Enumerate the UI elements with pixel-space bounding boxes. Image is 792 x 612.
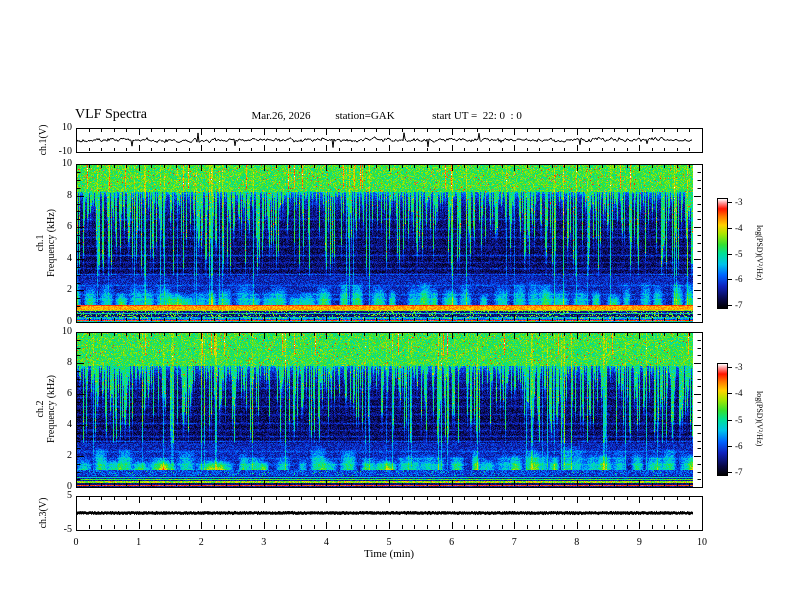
colorbar-tick-label: -4 [735, 222, 743, 233]
ch1-frequency-tick-label: 0 [67, 316, 72, 327]
colorbar-tick-label: -5 [735, 248, 743, 259]
x-tick-label: 9 [636, 537, 642, 548]
ch2-frequency-tick-label: 8 [67, 357, 72, 368]
colorbar-ch2-label: log(PSD)(V²/Hz) [755, 391, 764, 447]
colorbar-ch2 [717, 363, 728, 476]
ch2-frequency-tick-label: 0 [67, 481, 72, 492]
x-tick-label: 5 [386, 537, 392, 548]
x-tick-label: 2 [198, 537, 204, 548]
ch1-voltage-tick-label: -10 [58, 146, 72, 157]
colorbar-tick-label: -7 [735, 300, 743, 310]
colorbar-tick-label: -4 [735, 388, 743, 399]
ch2-frequency-tick-label: 4 [67, 419, 72, 430]
ch2-spectrogram-canvas [76, 332, 693, 487]
x-tick-label: 3 [261, 537, 267, 548]
x-tick-label: 8 [574, 537, 580, 548]
ch1-frequency-tick-label: 2 [67, 284, 72, 296]
x-tick-label: 4 [323, 537, 329, 548]
colorbar-ch1 [717, 198, 728, 309]
ch3-waveform-canvas [76, 496, 693, 530]
ch1-waveform-canvas [76, 128, 693, 152]
ch1-frequency-tick-label: 4 [67, 252, 72, 264]
colorbar-tick-label: -3 [735, 197, 743, 207]
x-tick-label: 6 [449, 537, 455, 548]
ch1-frequency-tick-label: 10 [62, 158, 72, 169]
station-label: station=GAK [335, 110, 395, 122]
colorbar-tick-label: -6 [735, 274, 743, 285]
x-tick-label: 1 [136, 537, 142, 548]
colorbar-ch1-label: log(PSD)(V²/Hz) [755, 225, 764, 281]
colorbar-tick-label: -7 [735, 467, 743, 477]
ch1-frequency-tick-label: 6 [67, 221, 72, 233]
ch2-frequency-tick-label: 10 [62, 326, 72, 337]
x-tick-label: 0 [73, 537, 79, 548]
ch3-voltage-tick-label: -5 [63, 524, 72, 535]
ch2-frequency-tick-label: 2 [67, 450, 72, 461]
ch1-voltage-tick-label: 10 [62, 122, 72, 133]
colorbar-tick-label: -6 [735, 440, 743, 451]
x-tick-label: 10 [697, 537, 707, 548]
x-tick-label: 7 [511, 537, 517, 548]
ch2-frequency-tick-label: 6 [67, 388, 72, 399]
xaxis-label: Time (min) [363, 548, 414, 560]
colorbar-tick-label: -5 [735, 414, 743, 425]
figure-title: VLF Spectra [75, 107, 147, 122]
start-ut-label: start UT = 22: 0 : 0 [432, 110, 522, 122]
ch3-voltage-tick-label: 5 [67, 490, 72, 501]
colorbar-tick-label: -3 [735, 362, 743, 372]
ch1-spectrogram-canvas [76, 164, 693, 322]
ch1-frequency-tick-label: 8 [67, 189, 72, 201]
